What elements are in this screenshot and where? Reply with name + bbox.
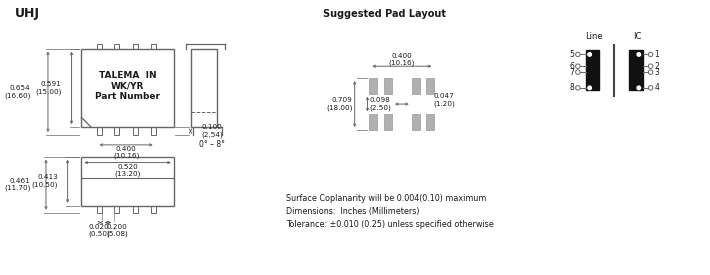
Text: Line: Line — [585, 32, 602, 41]
Bar — [384, 78, 392, 94]
Text: Dimensions:  Inches (Millimeters): Dimensions: Inches (Millimeters) — [286, 207, 420, 216]
Text: 0.098
(2.50): 0.098 (2.50) — [369, 97, 391, 111]
Text: Surface Coplanarity will be 0.004(0.10) maximum: Surface Coplanarity will be 0.004(0.10) … — [286, 194, 486, 203]
Bar — [114, 206, 119, 213]
Text: 1: 1 — [655, 50, 660, 59]
Bar — [629, 51, 643, 68]
Bar — [97, 206, 102, 213]
Text: 0.020
(0.50): 0.020 (0.50) — [88, 224, 110, 237]
Text: 0.100
(2.54): 0.100 (2.54) — [202, 124, 223, 138]
Bar — [151, 206, 155, 213]
Text: 0.709
(18.00): 0.709 (18.00) — [327, 97, 353, 111]
Bar — [97, 127, 102, 135]
Bar — [369, 114, 377, 130]
Bar — [412, 114, 420, 130]
Text: 0.047
(1.20): 0.047 (1.20) — [433, 94, 455, 107]
Text: 0.200
(5.08): 0.200 (5.08) — [106, 224, 128, 237]
Text: 0.413
(10.50): 0.413 (10.50) — [31, 175, 58, 188]
Bar — [133, 127, 138, 135]
Text: 0.591
(15.00): 0.591 (15.00) — [36, 81, 62, 95]
Text: 5: 5 — [569, 50, 574, 59]
Text: 8: 8 — [569, 83, 574, 92]
Bar — [82, 48, 174, 127]
Bar — [629, 68, 643, 90]
Text: IC: IC — [633, 32, 641, 41]
Bar — [114, 127, 119, 135]
Bar — [82, 157, 174, 206]
Text: 0.461
(11.70): 0.461 (11.70) — [4, 178, 31, 191]
Text: 0.654
(16.60): 0.654 (16.60) — [4, 85, 31, 98]
Bar — [384, 114, 392, 130]
Text: 3: 3 — [655, 68, 660, 77]
Circle shape — [637, 53, 640, 56]
Circle shape — [588, 86, 591, 90]
Text: 0° – 8°: 0° – 8° — [199, 140, 225, 149]
Circle shape — [637, 86, 640, 90]
Bar — [151, 44, 155, 48]
Bar — [427, 114, 435, 130]
Text: 2: 2 — [655, 62, 660, 71]
Bar — [133, 206, 138, 213]
Bar — [586, 51, 599, 68]
Bar — [133, 44, 138, 48]
Text: 0.400
(10.16): 0.400 (10.16) — [388, 53, 415, 66]
Text: Tolerance: ±0.010 (0.25) unless specified otherwise: Tolerance: ±0.010 (0.25) unless specifie… — [286, 220, 493, 229]
Text: 0.400
(10.16): 0.400 (10.16) — [113, 146, 139, 160]
Bar — [151, 127, 155, 135]
Circle shape — [588, 53, 591, 56]
Bar — [586, 68, 599, 90]
Bar — [190, 48, 217, 127]
Bar — [427, 78, 435, 94]
Text: UHJ: UHJ — [14, 7, 40, 20]
Bar — [412, 78, 420, 94]
Text: 7: 7 — [569, 68, 574, 77]
Text: Suggested Pad Layout: Suggested Pad Layout — [322, 9, 446, 19]
Text: 6: 6 — [569, 62, 574, 71]
Bar — [97, 44, 102, 48]
Text: 4: 4 — [655, 83, 660, 92]
Bar — [369, 78, 377, 94]
Text: TALEMA  IN
WK/YR
Part Number: TALEMA IN WK/YR Part Number — [95, 71, 160, 101]
Text: 0.520
(13.20): 0.520 (13.20) — [114, 164, 141, 177]
Bar — [114, 44, 119, 48]
